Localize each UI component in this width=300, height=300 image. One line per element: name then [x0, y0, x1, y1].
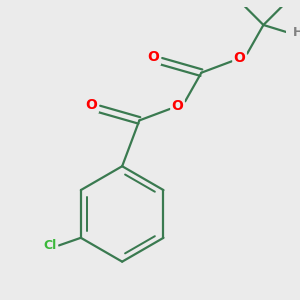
Text: O: O [148, 50, 160, 64]
Text: H: H [292, 26, 300, 39]
Text: O: O [172, 99, 184, 113]
Text: Cl: Cl [44, 239, 57, 252]
Text: O: O [234, 51, 245, 65]
Text: O: O [86, 98, 98, 112]
